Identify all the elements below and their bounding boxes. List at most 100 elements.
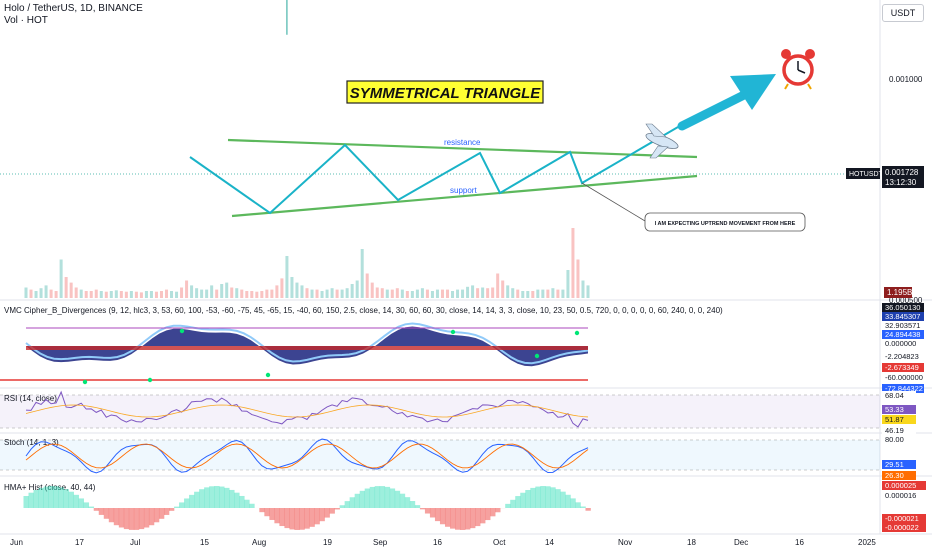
hma-hist-bar: [53, 486, 59, 508]
hma-hist-bar: [219, 486, 225, 508]
hma-hist-bar: [424, 508, 431, 514]
rsi-band: [0, 395, 880, 428]
hma-title: HMA+ Hist (close, 40, 44): [4, 483, 96, 492]
volume-bar: [521, 291, 525, 298]
vmc-value-box: [882, 312, 924, 321]
hma-hist-bar: [184, 498, 190, 508]
volume-bar: [365, 273, 369, 298]
volume-bar: [144, 291, 148, 298]
hma-hist-bar: [108, 508, 115, 523]
time-axis-label: Oct: [493, 538, 506, 547]
hma-hist-bar: [575, 502, 581, 508]
volume-bar: [190, 285, 194, 298]
hma-hist-bar: [158, 508, 165, 519]
resistance-line: [227, 138, 698, 159]
volume-bar: [260, 291, 264, 298]
hma-hist-bar: [419, 508, 426, 510]
volume-bar: [104, 291, 108, 298]
hma-hist-bar: [43, 486, 49, 508]
volume-bar: [270, 289, 274, 298]
airplane-wing-icon: [645, 123, 667, 138]
vmc-value-box: [882, 363, 924, 372]
hma-hist-bar: [525, 490, 531, 508]
volume-bar: [471, 285, 475, 298]
hma-hist-bar: [78, 498, 85, 508]
hma-hist-bar: [98, 508, 105, 515]
time-axis-label: Nov: [618, 538, 632, 547]
hma-hist-bar: [304, 508, 310, 529]
stoch-value-box: [882, 460, 916, 469]
quote-currency-button[interactable]: USDT: [882, 4, 924, 22]
hma-hist-bar: [83, 502, 90, 508]
current-price-box: [882, 166, 924, 188]
volume-bar: [124, 291, 128, 298]
rsi-ma-line: [25, 404, 589, 418]
volume-bar: [541, 289, 545, 298]
vmc-money-flow: [26, 346, 588, 350]
hma-value: -0.000022: [885, 523, 919, 532]
volume-bar: [180, 287, 184, 298]
hma-hist-bar: [329, 508, 335, 514]
hma-hist-bar: [274, 508, 280, 524]
volume-bar: [531, 291, 535, 298]
hma-hist-bar: [480, 508, 486, 524]
hma-hist-bar: [319, 508, 325, 522]
vmc-title: VMC Cipher_B_Divergences (9, 12, hlc3, 3…: [4, 306, 723, 315]
volume-bar: [210, 285, 214, 298]
volume-bar: [551, 288, 555, 298]
hma-hist-bar: [58, 487, 64, 508]
hma-value: -0.000021: [885, 514, 919, 523]
hma-hist-bar: [560, 491, 566, 508]
rsi-value: 53.33: [885, 405, 904, 414]
hma-hist-bar: [394, 490, 401, 508]
hma-hist-bar: [535, 486, 541, 508]
hma-hist-bar: [414, 505, 421, 508]
time-axis-label: Dec: [734, 538, 748, 547]
hma-value-box: [882, 514, 926, 523]
hma-hist-bar: [143, 508, 150, 528]
vmc-signal-dot: [450, 329, 456, 335]
volume-bar: [566, 270, 570, 298]
hma-hist-bar: [339, 505, 345, 508]
hma-hist-bar: [354, 493, 360, 508]
hma-hist-bar: [475, 508, 481, 527]
stoch-value-box: [882, 471, 916, 480]
hma-hist-bar: [545, 486, 551, 508]
hma-hist-bar: [444, 508, 451, 527]
hma-hist-bar: [264, 508, 270, 517]
hma-hist-bar: [289, 508, 295, 530]
hma-hist-bar: [174, 506, 180, 508]
hma-hist-bar: [490, 508, 496, 517]
volume-bar: [350, 284, 354, 298]
hma-hist-bar: [585, 508, 591, 511]
hma-hist-bar: [399, 493, 406, 508]
volume-bar: [325, 289, 329, 298]
volume-bar: [581, 280, 585, 298]
volume-bar: [245, 291, 249, 298]
volume-bar: [230, 287, 234, 298]
hma-hist-bar: [324, 508, 330, 518]
rsi-value-box: [882, 415, 916, 424]
countdown: 13:12:30: [885, 178, 917, 187]
volume-bar: [370, 282, 374, 298]
time-axis-label: 18: [687, 538, 696, 547]
volume-bar: [405, 291, 409, 298]
volume-value-box: [884, 287, 912, 298]
hma-hist-bar: [229, 489, 235, 508]
hma-hist-bar: [279, 508, 285, 527]
hma-hist-bar: [33, 489, 39, 508]
volume-bar: [235, 288, 239, 298]
volume-bar: [385, 289, 389, 298]
pattern-title-box: [346, 80, 544, 104]
volume-bar: [240, 289, 244, 298]
rsi-value-box: [882, 391, 916, 400]
hma-hist-bar: [239, 495, 245, 508]
alarm-clock-hand: [797, 69, 806, 74]
hma-hist-bar: [199, 489, 205, 508]
volume-bar: [220, 284, 224, 298]
hma-hist-bar: [118, 508, 125, 528]
volume-bar: [476, 288, 480, 298]
time-axis-label: Aug: [252, 538, 266, 547]
